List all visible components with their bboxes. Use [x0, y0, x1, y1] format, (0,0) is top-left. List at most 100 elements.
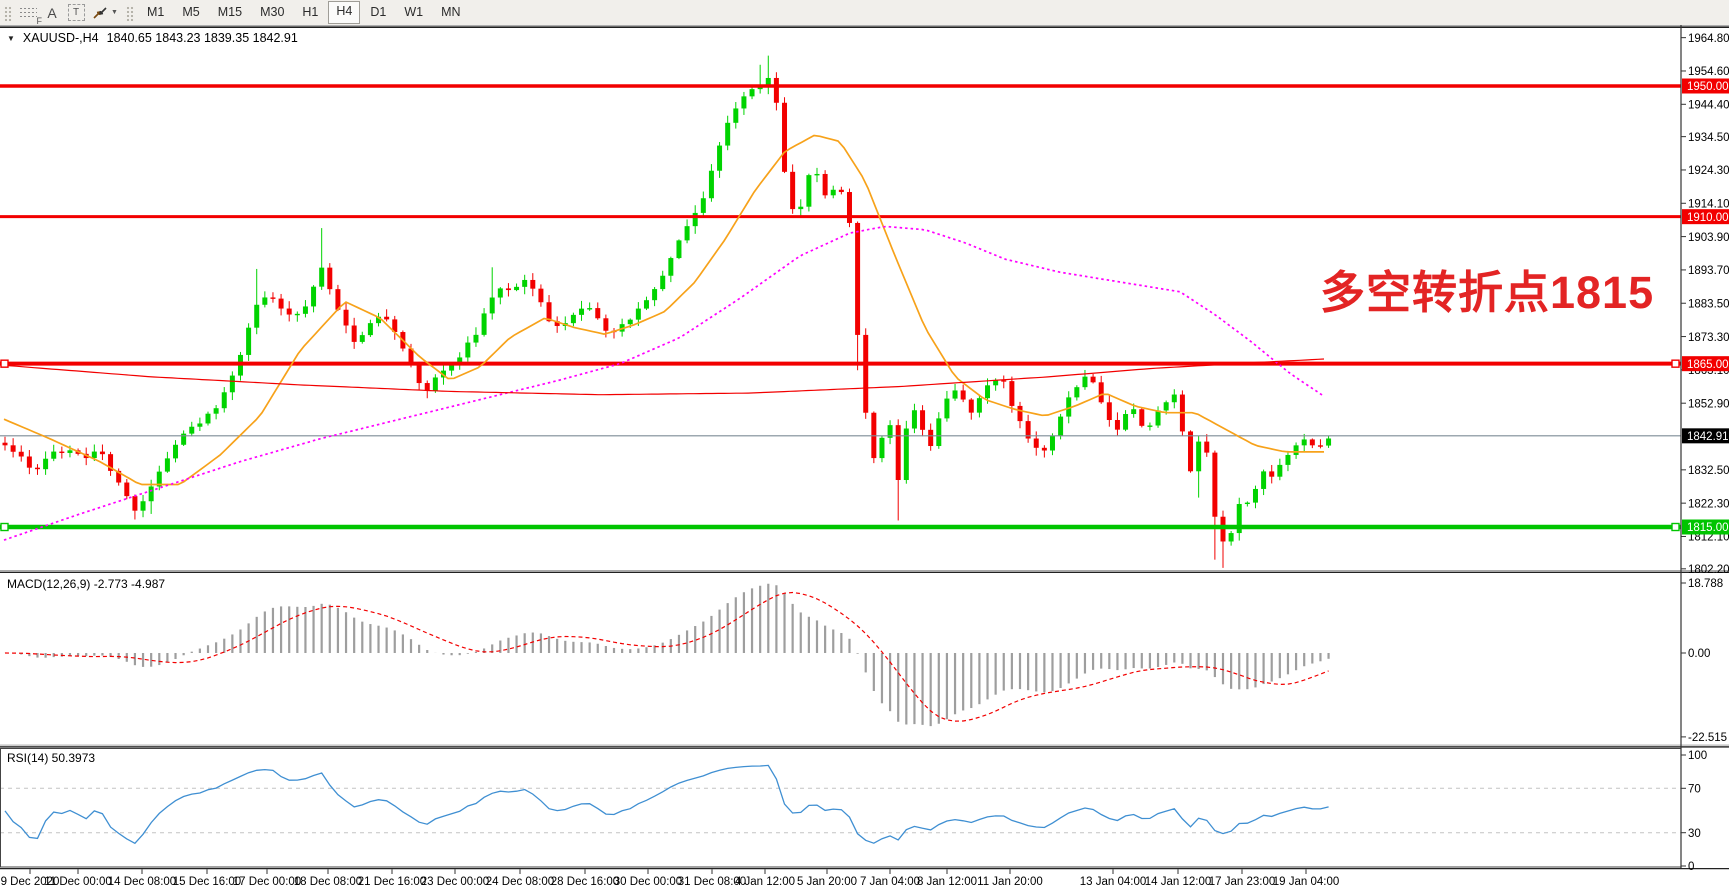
tf-button-w1[interactable]: W1	[404, 5, 424, 19]
panel-separator-light[interactable]	[0, 570, 1729, 571]
text-tool-button[interactable]: T	[64, 2, 88, 23]
candle	[749, 89, 755, 97]
line-handle[interactable]	[1671, 359, 1680, 368]
candle	[733, 108, 739, 123]
candle	[164, 458, 170, 472]
candle	[376, 316, 382, 324]
price-badge	[1682, 428, 1729, 444]
chart-dropdown-caret-icon[interactable]: ▼	[7, 33, 15, 43]
candle	[895, 425, 901, 481]
candle	[700, 198, 706, 213]
line-handle[interactable]	[1671, 522, 1680, 532]
chart-header[interactable]: ▼ XAUUSD-,H4 1840.65 1843.23 1839.35 184…	[7, 31, 298, 45]
time-tick-label: 17 Dec 00:00	[233, 876, 301, 888]
macd-label: MACD(12,26,9) -2.773 -4.987	[7, 577, 165, 591]
candle	[1326, 438, 1332, 446]
chart-canvas[interactable]: MACD(12,26,9) -2.773 -4.987 RSI(14) 50.39…	[0, 25, 1729, 894]
candle	[181, 433, 187, 445]
candle	[392, 319, 398, 333]
candle	[359, 335, 365, 342]
text-tool-icon: T	[67, 4, 85, 21]
time-tick-label: 7 Jan 04:00	[860, 876, 920, 888]
tf-button-m1[interactable]: M1	[147, 5, 165, 19]
candle	[985, 385, 991, 399]
candle	[1309, 439, 1315, 446]
time-tick-label: 21 Dec 16:00	[358, 876, 426, 888]
arrows-dropdown-caret-icon[interactable]: ▼	[111, 9, 118, 16]
candle	[822, 173, 828, 196]
candle	[432, 377, 438, 391]
tf-button-d1[interactable]: D1	[370, 5, 387, 19]
candle	[1082, 376, 1088, 388]
tf-button-m15[interactable]: M15	[217, 5, 243, 19]
candle	[920, 410, 926, 430]
line-handle[interactable]	[0, 359, 9, 368]
price-tick-label: 1944.40	[1688, 99, 1729, 111]
candle	[1074, 387, 1080, 398]
price-axis[interactable]: 1964.80 1954.60 1944.40 1934.50 1924.30 1914.…	[1681, 33, 1729, 873]
candle	[311, 286, 317, 307]
candle	[830, 189, 836, 196]
panel-separator2-dark[interactable]	[0, 746, 1729, 748]
candle	[449, 364, 455, 371]
candle	[976, 398, 982, 413]
candle	[660, 275, 666, 290]
toolbar-grip[interactable]	[3, 4, 12, 21]
line-handle[interactable]	[0, 522, 9, 532]
macd-tick-label: 0.00	[1688, 648, 1710, 660]
candle	[1123, 414, 1129, 430]
time-tick-label: 18 Dec 08:00	[294, 876, 362, 888]
candle	[59, 451, 65, 453]
time-tick-label: 4 Jan 12:00	[735, 876, 795, 888]
candle	[652, 289, 658, 301]
price-badge-label: 1842.91	[1687, 431, 1729, 443]
tf-button-h4-active[interactable]: H4	[328, 1, 361, 24]
toolbar: F A T ▼ M1 M5 M15 M30 H1 H4 D1 W1 MN	[0, 0, 1729, 26]
candle	[1269, 471, 1275, 477]
candle	[1058, 416, 1064, 436]
candle	[1317, 445, 1323, 447]
arrows-tool-button[interactable]: ▼	[88, 2, 122, 23]
candle	[156, 471, 162, 487]
tf-button-h1[interactable]: H1	[302, 5, 319, 19]
text-label-tool-button[interactable]: A	[40, 2, 64, 23]
price-badge-label: 1865.00	[1687, 359, 1729, 371]
candle	[116, 470, 122, 483]
candle	[1001, 380, 1007, 382]
candle	[270, 297, 276, 299]
candle	[546, 302, 552, 322]
panel-separator-dark[interactable]	[0, 571, 1729, 573]
candle	[1228, 533, 1234, 542]
candle	[944, 398, 950, 419]
candle	[1025, 421, 1031, 439]
candle	[1009, 381, 1015, 406]
time-tick-label: 23 Dec 00:00	[421, 876, 489, 888]
candle	[1147, 425, 1153, 427]
rsi-panel: RSI(14) 50.3973	[0, 751, 1681, 845]
panel-separator2-light[interactable]	[0, 744, 1729, 746]
price-tick-label: 1812.10	[1688, 532, 1729, 544]
candle	[806, 175, 812, 207]
candle	[173, 444, 179, 459]
fibonacci-tool-button[interactable]: F	[16, 2, 42, 26]
candle	[1114, 420, 1120, 430]
candle	[302, 306, 308, 314]
candle	[189, 426, 195, 434]
toolbar-grip-2[interactable]	[125, 4, 134, 21]
tf-button-m5[interactable]: M5	[182, 5, 200, 19]
candle	[765, 77, 771, 87]
candle	[936, 418, 942, 447]
candle	[51, 451, 57, 459]
tf-button-m30[interactable]: M30	[260, 5, 285, 19]
candle	[408, 348, 414, 364]
candle	[489, 297, 495, 314]
price-badge-label: 1815.00	[1687, 522, 1729, 534]
tf-button-mn[interactable]: MN	[441, 5, 461, 19]
fibonacci-grid-icon	[19, 5, 37, 20]
price-tick-label: 1822.30	[1688, 498, 1729, 510]
price-badge	[1682, 78, 1729, 94]
price-tick-label: 1924.30	[1688, 165, 1729, 177]
chart-text-annotation[interactable]: 多空转折点1815	[1320, 267, 1655, 318]
